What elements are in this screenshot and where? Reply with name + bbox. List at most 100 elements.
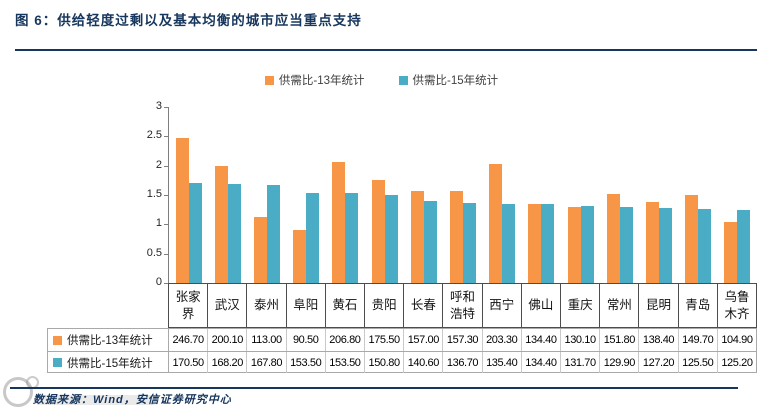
table-row: 供需比-13年统计 246.70 200.10 113.00 90.50 206.80 17… xyxy=(48,329,756,351)
table-value-cell: 153.50 xyxy=(287,352,326,373)
category-label: 青岛 xyxy=(679,284,718,327)
table-row-swatch xyxy=(53,335,62,345)
chart-bar xyxy=(410,190,424,283)
chart-legend: 供需比-13年统计 供需比-15年统计 xyxy=(0,71,763,89)
table-value-cell: 125.20 xyxy=(721,356,753,369)
bar-group xyxy=(404,107,443,283)
y-tick-label: 1.5 xyxy=(146,188,162,200)
chart-bar xyxy=(698,209,712,283)
bar-plot-area xyxy=(169,107,757,283)
table-row-label: 供需比-15年统计 xyxy=(48,352,169,373)
chart-bar xyxy=(463,202,477,283)
chart-bar xyxy=(606,193,620,283)
category-label: 佛山 xyxy=(522,284,562,327)
table-value-cell: 127.20 xyxy=(639,352,679,373)
table-value-cell: 134.40 xyxy=(522,352,562,373)
chart-bar xyxy=(267,184,280,283)
chart-bar xyxy=(685,195,699,283)
chart-bar xyxy=(214,165,228,283)
y-tick-label: 2 xyxy=(155,158,162,171)
category-label: 贵阳 xyxy=(365,284,405,327)
table-value-cell: 157.30 xyxy=(443,329,483,351)
y-axis-labels: 0 0.5 1 1.5 2 2.5 3 xyxy=(132,100,162,288)
y-tick-mark xyxy=(164,195,169,196)
table-value-cell: 129.90 xyxy=(600,352,640,373)
category-label: 西宁 xyxy=(483,284,522,327)
bar-group xyxy=(247,107,286,283)
bar-group xyxy=(679,107,718,283)
chart-bar xyxy=(737,209,751,283)
table-value-cell: 136.70 xyxy=(443,352,483,373)
chart-bar xyxy=(646,201,660,283)
chart-bar xyxy=(423,200,437,283)
table-value-cell: 138.40 xyxy=(639,329,679,351)
category-label: 黄石 xyxy=(326,284,366,327)
legend-item: 供需比-13年统计 xyxy=(264,72,365,88)
table-value-cell: 90.50 xyxy=(287,329,326,351)
table-value-cell: 167.80 xyxy=(247,352,287,373)
table-value-cell: 113.00 xyxy=(247,329,287,351)
bar-group xyxy=(169,107,208,283)
table-value-cell: 104.90 xyxy=(721,334,753,346)
y-tick-label: 0.5 xyxy=(146,246,162,259)
category-label: 武汉 xyxy=(208,284,248,327)
bar-group xyxy=(443,107,482,283)
table-value-cell: 135.40 xyxy=(483,352,522,373)
chart-bar xyxy=(450,190,464,283)
bar-group xyxy=(718,107,757,283)
category-label: 重庆 xyxy=(561,284,601,327)
watermark-logo-icon xyxy=(3,377,33,407)
bar-group xyxy=(326,107,365,283)
chart-bar xyxy=(371,180,385,283)
source-note: 数据来源：Wind，安信证券研究中心 xyxy=(33,394,232,406)
legend-label: 供需比-15年统计 xyxy=(412,75,499,87)
y-tick-mark xyxy=(164,253,169,255)
bar-group xyxy=(287,107,326,283)
bar-group xyxy=(639,107,678,283)
bar-group xyxy=(365,107,404,283)
table-value-cell: 203.30 xyxy=(483,329,522,351)
y-tick-label: 2.5 xyxy=(146,129,162,142)
chart-bar xyxy=(489,163,503,283)
table-value-cell: 134.40 xyxy=(522,329,562,351)
chart-bar xyxy=(541,204,555,283)
y-tick-label: 1 xyxy=(155,217,162,230)
table-row-series-name: 供需比-15年统计 xyxy=(67,357,153,370)
chart-bar xyxy=(659,208,673,283)
table-value-cell: 175.50 xyxy=(365,329,405,351)
table-value-cell: 130.10 xyxy=(561,329,601,351)
table-value-cell: 200.10 xyxy=(208,329,248,351)
table-value-cell: 125.50 xyxy=(679,352,718,373)
chart-bar xyxy=(175,138,189,283)
legend-label: 供需比-13年统计 xyxy=(278,75,365,87)
chart-bar xyxy=(306,192,320,283)
table-row-swatch xyxy=(53,358,62,367)
bar-group xyxy=(561,107,600,283)
chart-bar xyxy=(227,184,241,283)
category-label: 乌鲁木齐 xyxy=(724,290,750,321)
x-axis-category-row: 张家界 武汉 泰州 阜阳 黄石 贵阳 长春 呼和浩特 西宁 佛山 重庆 常州 昆明 青岛 乌鲁木齐 xyxy=(168,283,757,328)
legend-swatch xyxy=(398,75,408,85)
chart-bar xyxy=(567,206,581,283)
chart-bar xyxy=(332,161,346,283)
bar-group xyxy=(483,107,522,283)
bar-group xyxy=(522,107,561,283)
chart-bar xyxy=(724,221,738,283)
chart-bar xyxy=(254,216,267,283)
y-axis-line xyxy=(164,107,169,284)
y-tick-mark xyxy=(164,165,169,167)
category-label: 昆明 xyxy=(639,284,679,327)
legend-item: 供需比-15年统计 xyxy=(398,72,499,88)
y-tick-mark xyxy=(164,283,169,284)
table-value-cell: 206.80 xyxy=(326,329,366,351)
y-tick-label: 0 xyxy=(155,276,162,288)
chart-bar xyxy=(619,206,633,283)
y-tick-mark xyxy=(164,224,169,226)
table-value-cell: 140.60 xyxy=(404,352,444,373)
chart-bar xyxy=(528,204,542,283)
chart-bar xyxy=(293,229,307,283)
y-tick-mark xyxy=(164,107,169,108)
category-label: 常州 xyxy=(600,284,640,327)
chart-bar xyxy=(384,194,398,283)
